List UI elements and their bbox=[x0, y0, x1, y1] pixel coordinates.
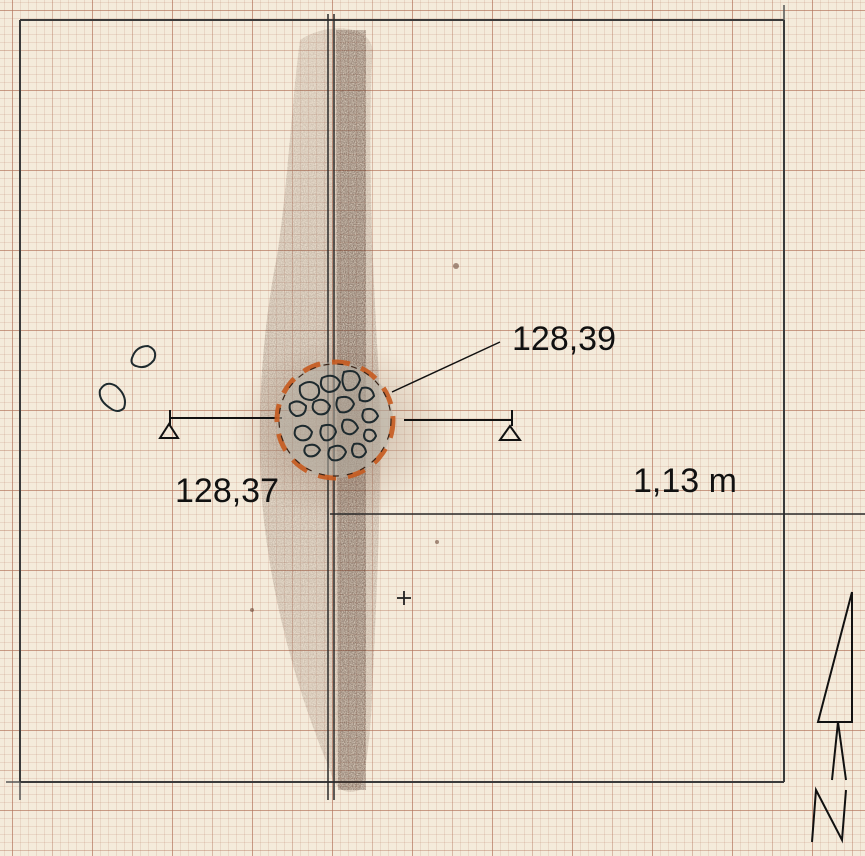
section-line bbox=[169, 410, 513, 426]
elevation-label-left: 128,37 bbox=[175, 472, 279, 510]
benchmark-triangle-icon bbox=[498, 424, 522, 441]
excavation-frame bbox=[19, 19, 785, 783]
benchmark-triangle-icon bbox=[158, 422, 180, 439]
soil-specks bbox=[250, 263, 459, 612]
elevation-label-top: 128,39 bbox=[512, 320, 616, 358]
leader-line bbox=[391, 341, 501, 393]
frame-extensions bbox=[6, 5, 785, 800]
stray-stones bbox=[98, 344, 157, 412]
dimension-label: 1,13 m bbox=[633, 462, 737, 500]
north-letter bbox=[811, 786, 847, 844]
stone-fill bbox=[288, 370, 380, 462]
reference-cross bbox=[397, 591, 411, 605]
north-arrow-icon bbox=[816, 591, 853, 781]
